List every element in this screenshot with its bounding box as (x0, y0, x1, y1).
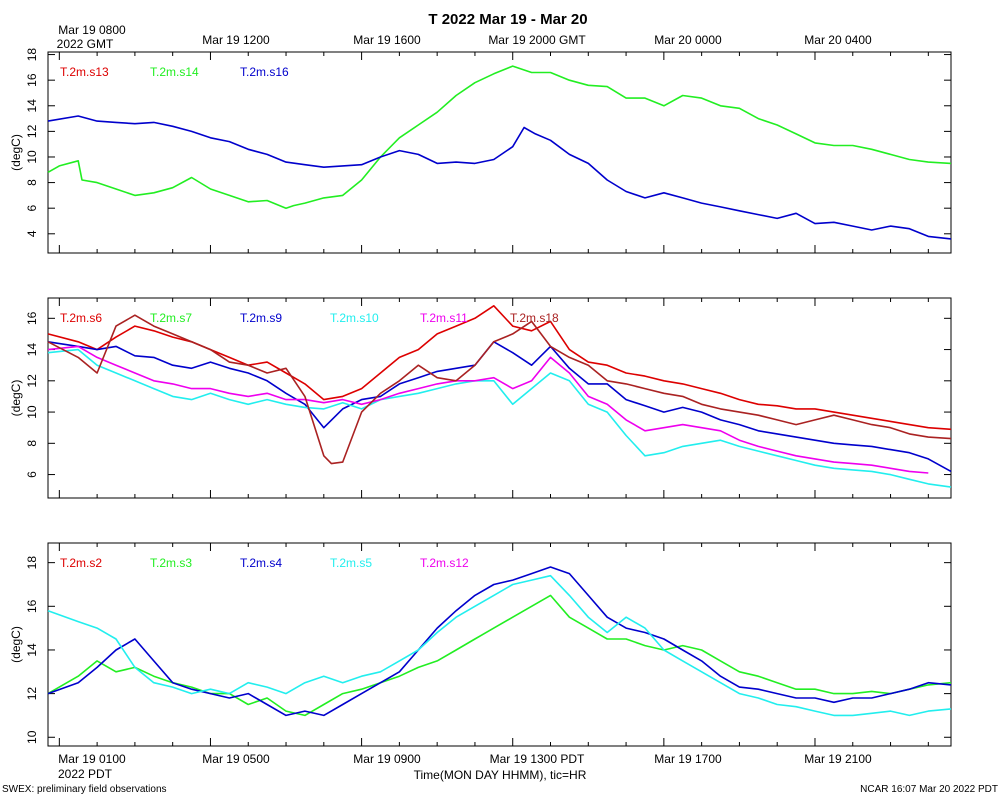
panel-middle: 6 8 10 12 14 16 (degC) T.2m.s6 T.2m.s7 T.2m.s9 T.2… (9, 297, 952, 499)
series-line-T.2m.s18 (47, 314, 952, 465)
panel-bottom: 10 12 14 16 18 (degC) T.2m.s2 T.2m.s3 T.2m.s4 T.2… (9, 542, 952, 747)
bottom-axis-year-label: 2022 PDT (58, 767, 113, 781)
legend-entry: T.2m.s16 (240, 65, 289, 79)
legend-entry: T.2m.s3 (150, 556, 192, 570)
footer-right: NCAR 16:07 Mar 20 2022 PDT (860, 784, 998, 795)
y-tick-label: 8 (25, 179, 39, 186)
y-tick-label: 6 (25, 471, 39, 478)
top-axis-label-1: Mar 19 1200 (202, 33, 270, 47)
legend-entry: T.2m.s7 (150, 311, 192, 325)
series-line-T.2m.s14 (47, 65, 952, 209)
top-axis-year-label: 2022 GMT (57, 37, 114, 51)
y-tick-label: 4 (25, 230, 39, 237)
footer-left: SWEX: preliminary field observations (2, 784, 167, 795)
series-line-T.2m.s10 (47, 348, 952, 488)
y-axis-title: (degC) (9, 380, 23, 417)
bottom-axis-label-2: Mar 19 0900 (353, 752, 421, 766)
panel-top: 4 6 8 10 12 14 16 18 (degC) T.2m.s13 T.2m.s14 T.2m.… (9, 48, 952, 254)
legend-entry: T.2m.s18 (510, 311, 559, 325)
y-tick-label: 10 (25, 150, 39, 164)
series-line-T.2m.s5 (47, 574, 952, 717)
bottom-axis-label-5: Mar 19 2100 (804, 752, 872, 766)
legend-entry: T.2m.s12 (420, 556, 469, 570)
top-axis-label-4: Mar 20 0000 (654, 33, 722, 47)
legend-entry: T.2m.s10 (330, 311, 379, 325)
series-line-T.2m.s9 (47, 341, 952, 473)
y-tick-label: 12 (25, 687, 39, 701)
legend-entry: T.2m.s13 (60, 65, 109, 79)
legend-entry: T.2m.s2 (60, 556, 102, 570)
top-axis-label-5: Mar 20 0400 (804, 33, 872, 47)
panel-frame (47, 542, 952, 747)
y-tick-label: 16 (25, 311, 39, 325)
bottom-axis-label-1: Mar 19 0500 (202, 752, 270, 766)
top-axis-label-0: Mar 19 0800 (58, 23, 126, 37)
y-tick-label: 18 (25, 48, 39, 62)
y-tick-label: 14 (25, 99, 39, 113)
bottom-axis-label-3: Mar 19 1300 PDT (490, 752, 585, 766)
y-tick-label: 18 (25, 556, 39, 570)
y-tick-label: 10 (25, 730, 39, 744)
x-axis-title: Time(MON DAY HHMM), tic=HR (414, 768, 587, 782)
legend-entry: T.2m.s9 (240, 311, 282, 325)
y-tick-label: 12 (25, 374, 39, 388)
legend-entry: T.2m.s4 (240, 556, 282, 570)
bottom-axis-label-4: Mar 19 1700 (654, 752, 722, 766)
y-tick-label: 10 (25, 405, 39, 419)
panel-frame (47, 297, 952, 499)
chart-title: T 2022 Mar 19 - Mar 20 (428, 11, 587, 28)
legend-entry: T.2m.s5 (330, 556, 372, 570)
y-axis-title: (degC) (9, 134, 23, 171)
legend-entry: T.2m.s6 (60, 311, 102, 325)
top-axis-label-2: Mar 19 1600 (353, 33, 421, 47)
panel-frame (47, 51, 952, 254)
y-tick-label: 14 (25, 643, 39, 657)
y-tick-label: 12 (25, 124, 39, 138)
y-axis-title: (degC) (9, 626, 23, 663)
series-line-T.2m.s4 (47, 566, 952, 717)
bottom-axis-label-0: Mar 19 0100 (58, 752, 126, 766)
series-line-T.2m.s11 (47, 345, 929, 474)
y-tick-label: 16 (25, 599, 39, 613)
y-tick-label: 6 (25, 205, 39, 212)
y-tick-label: 16 (25, 73, 39, 87)
series-line-T.2m.s16 (47, 115, 952, 240)
y-tick-label: 14 (25, 343, 39, 357)
legend-entry: T.2m.s11 (420, 311, 468, 325)
top-axis-label-3: Mar 19 2000 GMT (488, 33, 586, 47)
y-tick-label: 8 (25, 440, 39, 447)
legend-entry: T.2m.s14 (150, 65, 199, 79)
